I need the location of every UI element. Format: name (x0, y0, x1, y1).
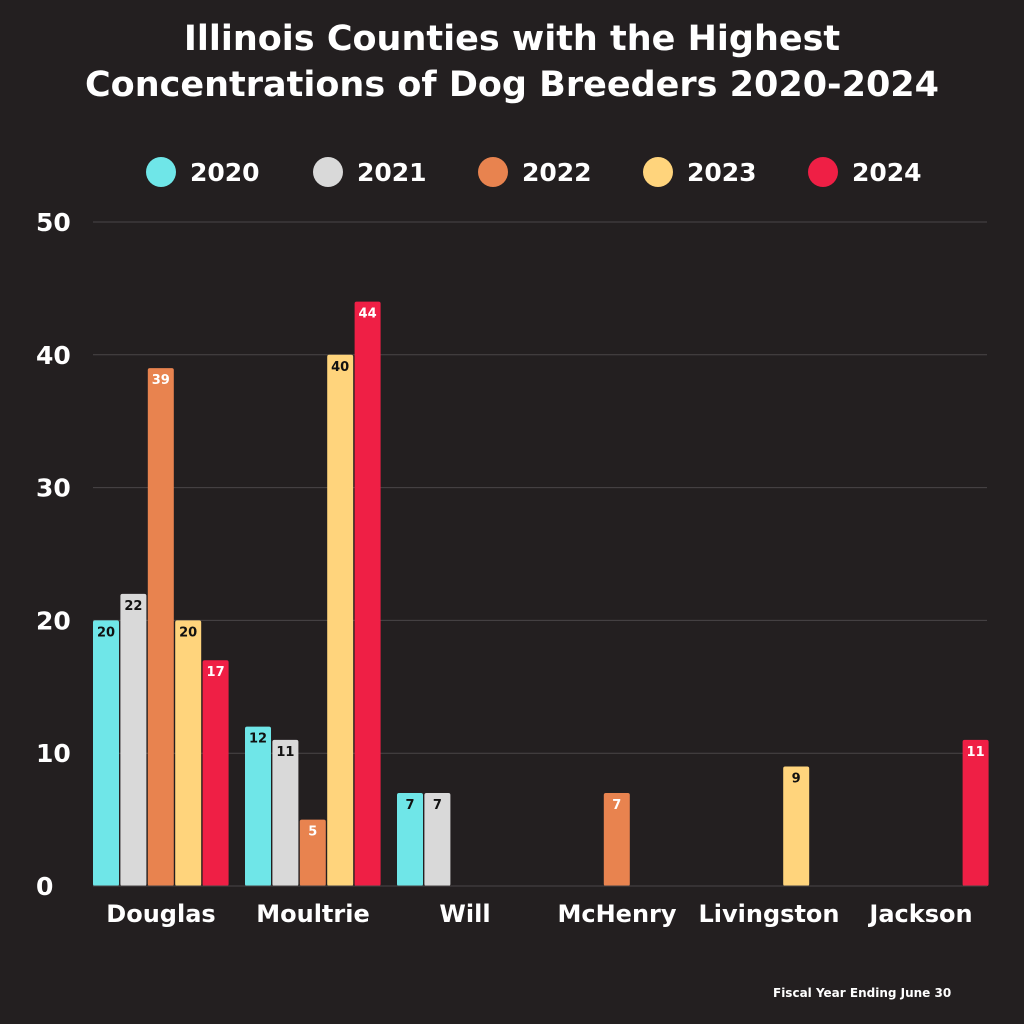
bar-2020 (245, 726, 271, 886)
data-label: 20 (179, 625, 197, 640)
y-tick-label: 20 (36, 606, 71, 635)
legend-item-2022: 2022 (478, 157, 592, 187)
x-tick-label: Douglas (106, 900, 215, 928)
chart-title-line-1: Illinois Counties with the Highest (183, 19, 841, 59)
data-label: 7 (612, 798, 621, 813)
bar-2022 (299, 819, 326, 886)
bar-2021 (120, 593, 147, 886)
data-label: 7 (405, 798, 414, 813)
data-label: 22 (124, 599, 142, 614)
legend-label: 2022 (522, 157, 592, 187)
y-tick-label: 30 (36, 474, 71, 503)
legend-swatch (643, 157, 673, 187)
bar-2021 (272, 739, 299, 886)
data-label: 17 (207, 665, 225, 680)
data-label: 11 (276, 745, 294, 760)
data-label: 20 (97, 625, 115, 640)
legend-swatch (808, 157, 838, 187)
y-tick-label: 0 (36, 872, 53, 901)
chart-title-line-2: Concentrations of Dog Breeders 2020-2024 (85, 65, 939, 105)
data-label: 40 (331, 360, 349, 375)
legend-item-2020: 2020 (146, 157, 260, 187)
x-tick-label: McHenry (557, 900, 676, 928)
legend-item-2023: 2023 (643, 157, 757, 187)
y-tick-label: 40 (36, 341, 71, 370)
bar-2023 (175, 620, 202, 886)
bar-2023 (783, 766, 810, 886)
data-label: 5 (308, 825, 317, 840)
legend-item-2024: 2024 (808, 157, 922, 187)
legend: 2020 2021 2022 2023 2024 (0, 152, 1024, 192)
bar-2023 (327, 354, 354, 886)
bar-2024 (202, 660, 229, 886)
bar-2022 (147, 368, 174, 887)
data-label: 11 (967, 745, 985, 760)
x-tick-label: Moultrie (256, 900, 370, 928)
bar-2024 (962, 739, 989, 886)
legend-item-2021: 2021 (313, 157, 427, 187)
data-label: 7 (433, 798, 442, 813)
footnote: Fiscal Year Ending June 30 (773, 986, 952, 1000)
y-tick-label: 10 (36, 739, 71, 768)
x-tick-label: Will (439, 900, 490, 928)
data-label: 44 (359, 307, 377, 322)
legend-label: 2023 (687, 157, 757, 187)
legend-label: 2020 (190, 157, 260, 187)
bar-2024 (354, 301, 381, 886)
data-label: 39 (152, 373, 170, 388)
bar-2021 (424, 793, 451, 886)
y-tick-label: 50 (36, 208, 71, 237)
x-tick-label: Livingston (699, 900, 840, 928)
chart-title: Illinois Counties with the Highest Conce… (0, 16, 1024, 108)
data-label: 9 (792, 771, 801, 786)
bar-2022 (603, 793, 630, 886)
legend-swatch (478, 157, 508, 187)
bar-2020 (397, 793, 423, 886)
legend-swatch (146, 157, 176, 187)
legend-label: 2021 (357, 157, 427, 187)
legend-swatch (313, 157, 343, 187)
x-tick-label: Jackson (867, 900, 972, 928)
data-label: 12 (249, 732, 267, 747)
legend-label: 2024 (852, 157, 922, 187)
bar-2020 (93, 620, 119, 886)
